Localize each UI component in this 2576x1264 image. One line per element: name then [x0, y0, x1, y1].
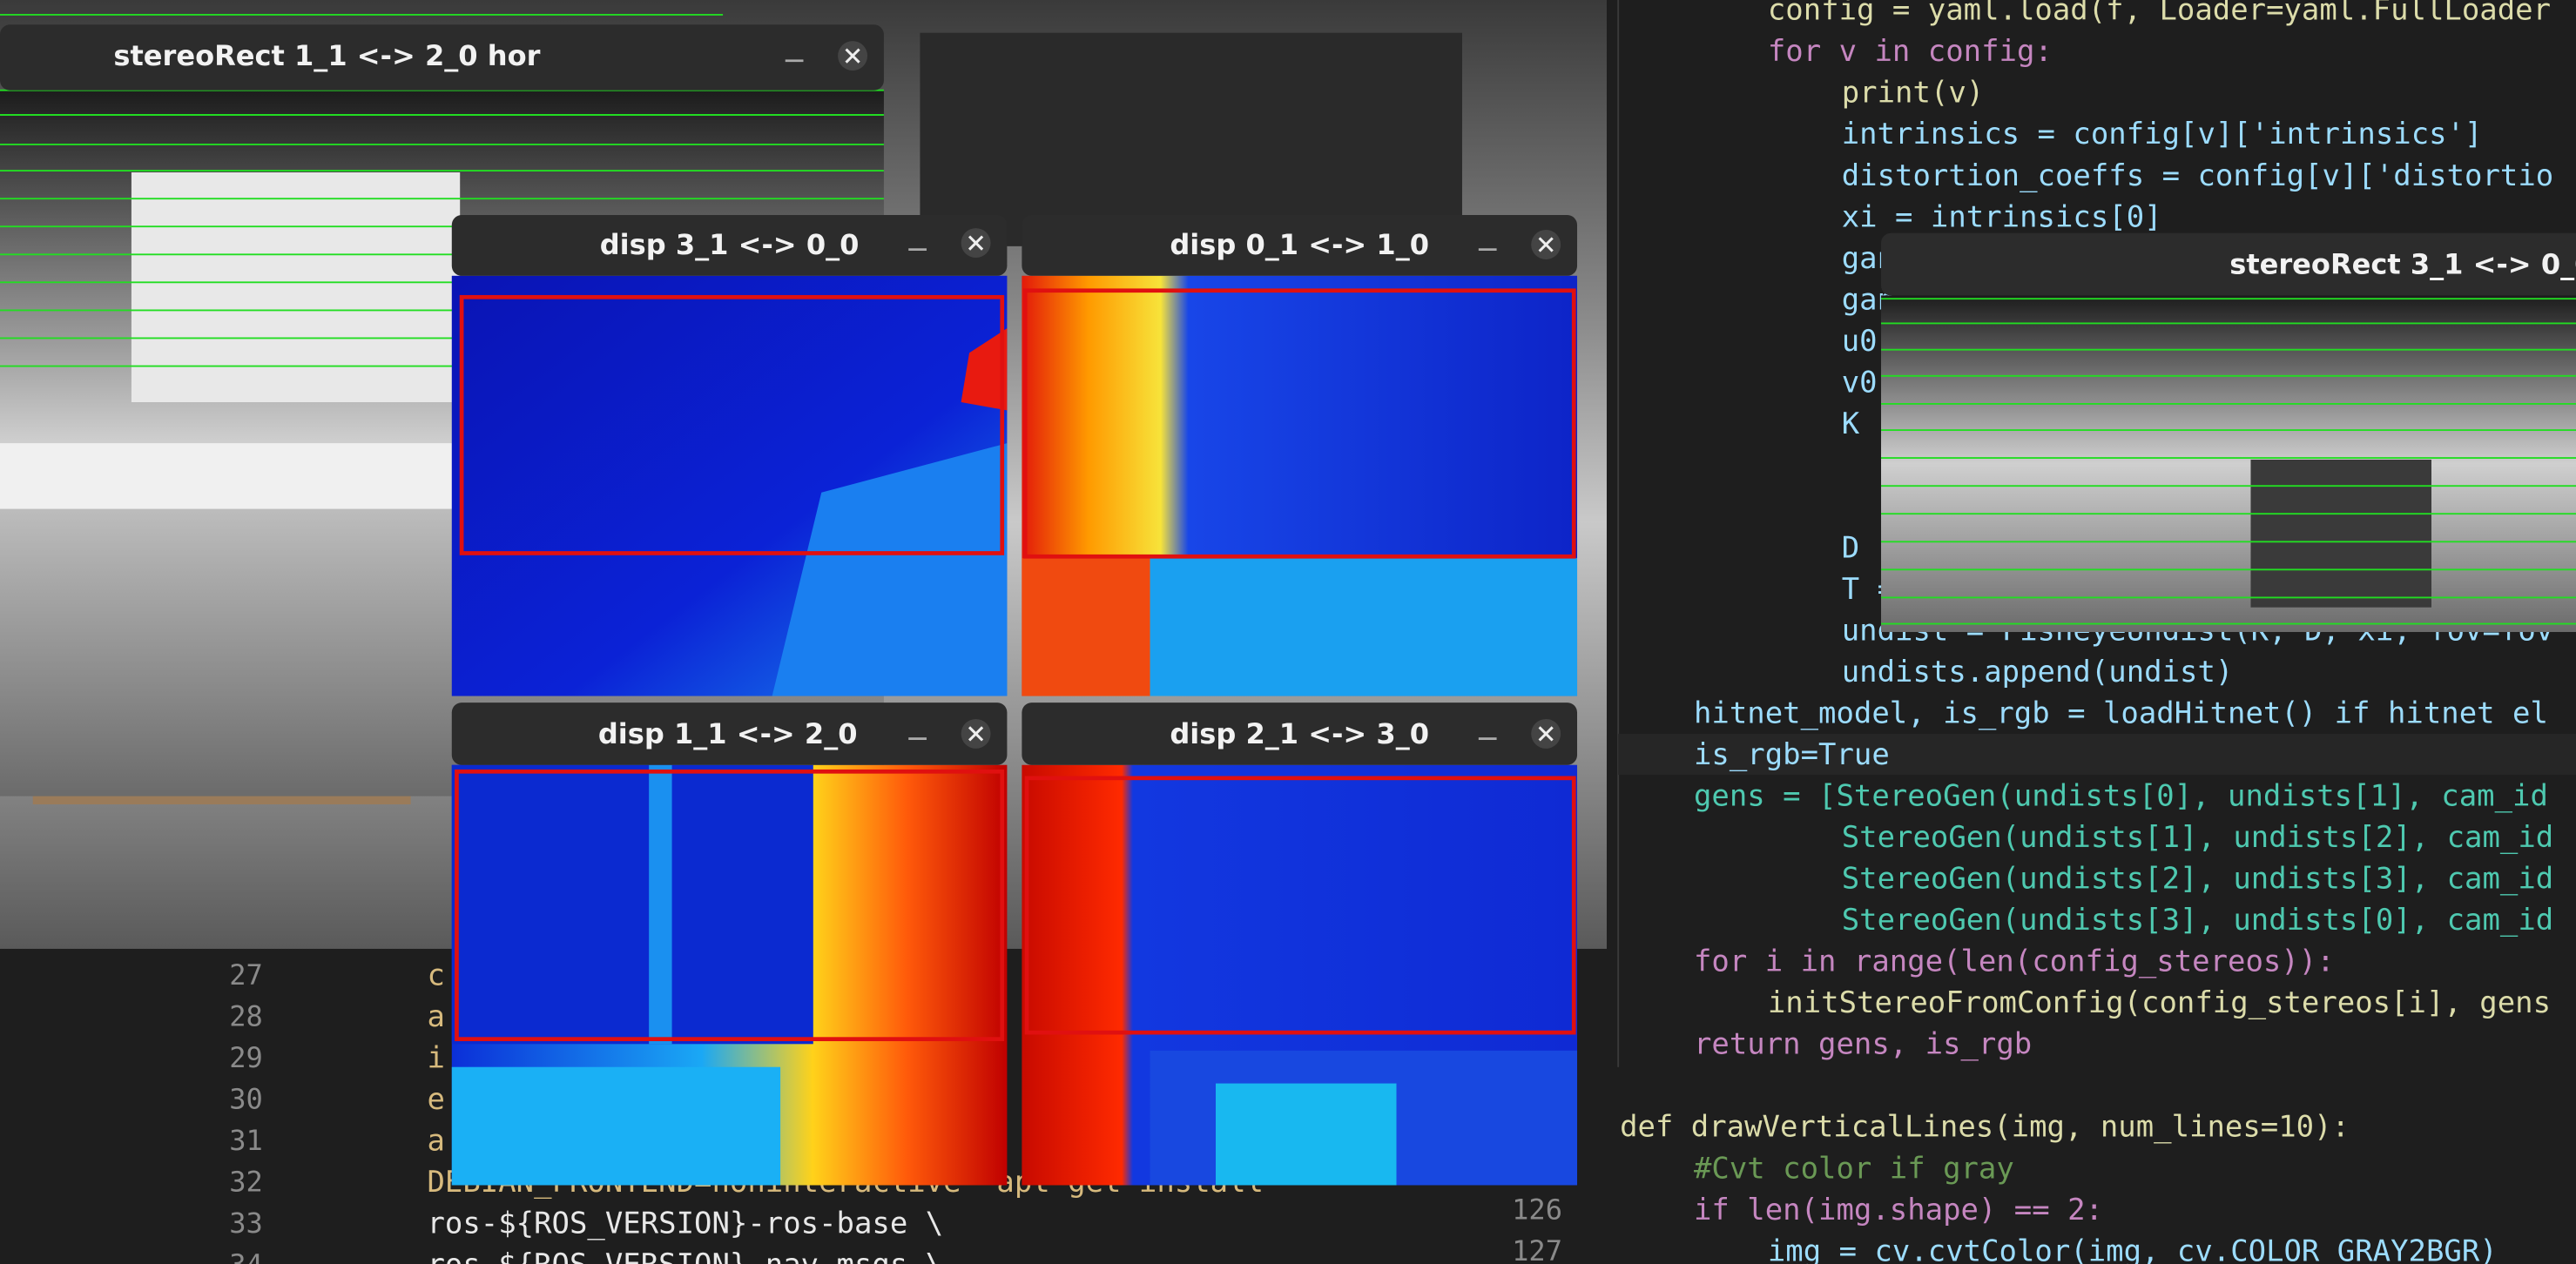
window-title: disp 3_1 <-> 0_0 [600, 228, 860, 261]
code-line: intrinsics = config[v]['intrinsics'] [1842, 117, 2483, 151]
code-line: e [427, 1082, 444, 1117]
code-line: D [1842, 530, 1859, 565]
code-line: print(v) [1842, 76, 1985, 111]
code-line: ros-${ROS_VERSION}-nav-msgs \ [427, 1247, 943, 1264]
code-line: i [427, 1041, 444, 1076]
window-image [1881, 295, 2576, 632]
line-number: 30 [229, 1083, 263, 1116]
code-line: a [427, 999, 444, 1034]
current-line [1618, 733, 2576, 776]
line-number: 126 [1512, 1193, 1562, 1226]
line-number: 31 [229, 1124, 263, 1157]
window[interactable]: disp 3_1 <-> 0_0 [451, 215, 1008, 696]
title-bar [1022, 215, 1578, 276]
line-number: 29 [229, 1041, 263, 1074]
code-line: StereoGen(undists[1], undists[2], cam_id [1842, 820, 2553, 855]
code-line: return gens, is_rgb [1694, 1027, 2032, 1062]
code-line: config = yaml.load(f, Loader=yaml.FullLo… [1768, 0, 2551, 28]
line-number: 27 [229, 958, 263, 992]
window[interactable]: disp 1_1 <-> 2_0 [451, 703, 1008, 1186]
window[interactable]: stereoRect 1_1 <-> 2_0 hor [0, 14, 884, 797]
title-bar [0, 24, 884, 91]
code-line: is_rgb=True [1694, 737, 1890, 772]
code-line: gens = [StereoGen(undists[0], undists[1]… [1694, 779, 2548, 814]
title-bar [451, 703, 1008, 765]
code-line: for i in range(len(config_stereos)): [1694, 945, 2335, 979]
epipolar-lines [1881, 298, 2576, 625]
code-line: a [427, 1124, 444, 1159]
code-line: #Cvt color if gray [1694, 1151, 2014, 1186]
disparity-region [451, 764, 813, 1045]
window[interactable]: stereoRect 3_1 <-> 0_0 [1881, 232, 2576, 632]
disparity-region [649, 764, 672, 1045]
code-line: c [427, 958, 444, 993]
code-line: distortion_coeffs = config[v]['distortio [1842, 158, 2553, 193]
editor: config = yaml.load(f, Loader=yaml.FullLo… [1512, 0, 2553, 1264]
title-bar [1022, 703, 1578, 765]
disparity-region [1022, 558, 1150, 696]
code-line: xi = intrinsics[0] [1842, 199, 2162, 234]
window-image-detail [2250, 460, 2431, 608]
close-icon [968, 235, 984, 251]
code-line: initStereoFromConfig(config_stereos[i], … [1768, 985, 2551, 1020]
close-icon [845, 48, 860, 64]
code-line: if len(img.shape) == 2: [1694, 1193, 2103, 1227]
close-icon [1538, 237, 1554, 252]
line-number: 127 [1512, 1234, 1562, 1264]
window-title: disp 2_1 <-> 3_0 [1170, 717, 1429, 750]
checkerboard [131, 172, 461, 402]
window-title: stereoRect 1_1 <-> 2_0 hor [113, 39, 540, 72]
line-number: 33 [229, 1207, 263, 1240]
title-bar [1881, 232, 2576, 296]
disparity-region [1215, 1083, 1397, 1186]
window[interactable]: disp 2_1 <-> 3_0 [1022, 703, 1578, 1186]
disparity-region [961, 328, 1008, 411]
code-line: for v in config: [1768, 34, 2053, 69]
roi-box [1022, 288, 1576, 559]
window-title: disp 1_1 <-> 2_0 [598, 717, 858, 750]
roi-box [455, 769, 1005, 1042]
line-number: 34 [229, 1248, 263, 1264]
code-line: v0 [1842, 365, 1878, 400]
close-icon [968, 726, 984, 742]
camera-image-detail [920, 32, 1462, 246]
code-line: StereoGen(undists[2], undists[3], cam_id [1842, 862, 2553, 897]
code-line: ros-${ROS_VERSION}-ros-base \ [427, 1207, 943, 1241]
disparity-region [1150, 558, 1578, 696]
roi-box [459, 294, 1005, 555]
code-line: undists.append(undist) [1842, 655, 2234, 689]
line-number: 32 [229, 1166, 263, 1199]
close-icon [1538, 726, 1554, 742]
code-line: img = cv.cvtColor(img, cv.COLOR_GRAY2BGR… [1768, 1234, 2498, 1264]
code-line: hitnet_model, is_rgb = loadHitnet() if h… [1694, 696, 2548, 731]
disparity-region [772, 443, 1008, 696]
terminal: 27c28a29i30e31a32DEBIAN_FRONTEND=noninte… [229, 958, 1264, 1264]
window[interactable]: disp 0_1 <-> 1_0 [1022, 215, 1578, 696]
disparity-region [451, 1066, 781, 1186]
title-bar [451, 215, 1008, 276]
code-line: K [1842, 407, 1860, 441]
code-line: StereoGen(undists[3], undists[0], cam_id [1842, 903, 2553, 938]
window-title: disp 0_1 <-> 1_0 [1170, 228, 1429, 261]
code-line: def drawVerticalLines(img, num_lines=10)… [1620, 1110, 2350, 1145]
code-line: u0 [1842, 324, 1878, 359]
line-number: 28 [229, 1000, 263, 1033]
roi-box [1024, 776, 1576, 1035]
window-title: stereoRect 3_1 <-> 0_0 [2229, 247, 2576, 280]
